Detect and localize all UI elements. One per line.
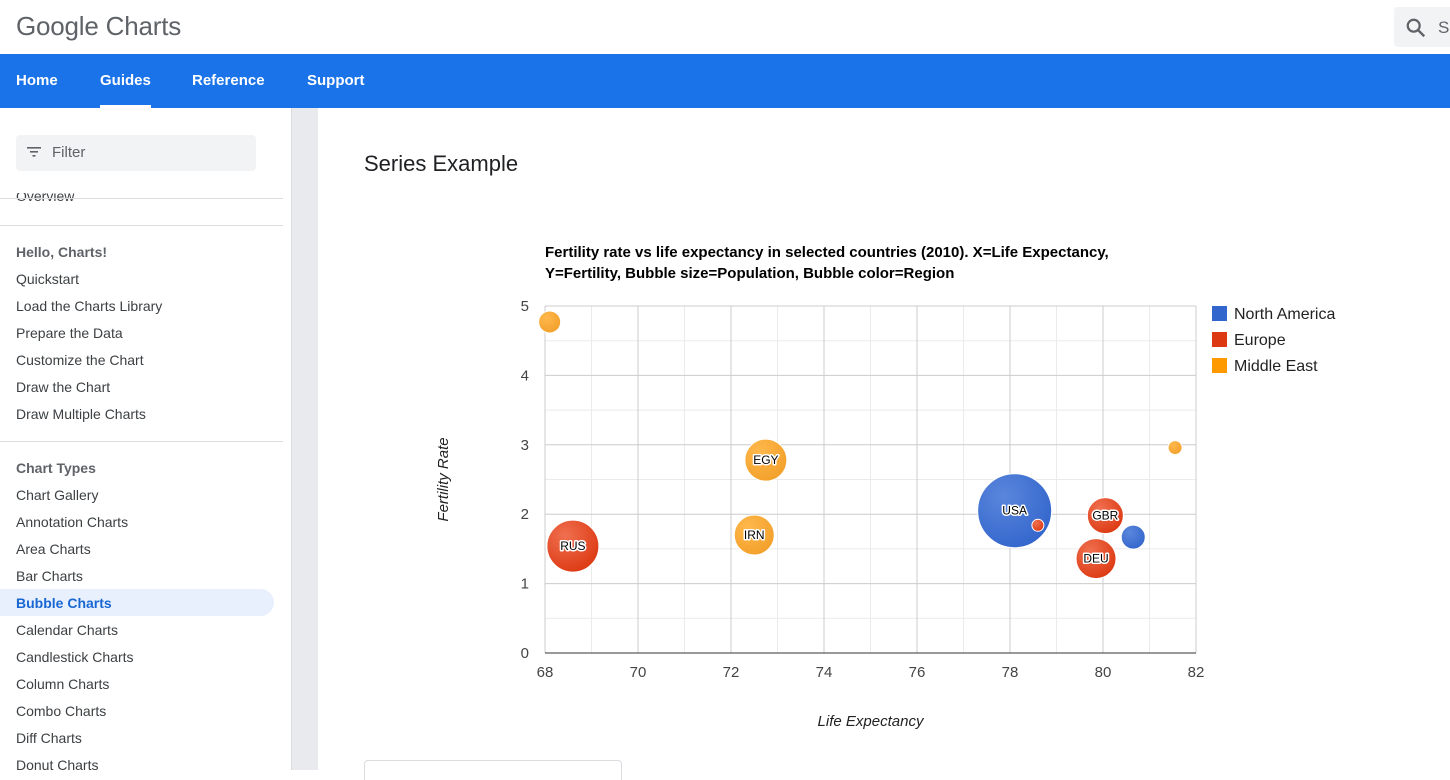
x-tick-label: 76 [909,664,926,681]
sidebar-item-draw-chart[interactable]: Draw the Chart [16,379,111,395]
nav-guides[interactable]: Guides [100,54,151,108]
main-nav: Home Guides Reference Support [0,54,1450,108]
bubble-label-halo: USA [1002,504,1027,518]
y-tick-label: 5 [521,298,529,315]
sidebar-divider [0,225,283,226]
sidebar-item-candlestick-charts[interactable]: Candlestick Charts [16,649,134,665]
sidebar-section-chart-types: Chart Types [16,460,96,476]
y-axis-title: Fertility Rate [435,437,452,521]
x-axis-title: Life Expectancy [818,713,925,730]
y-tick-label: 1 [521,576,529,593]
bubble-rus [546,519,600,573]
bubble-point [1167,440,1183,456]
sidebar-item-bubble-charts[interactable]: Bubble Charts [16,595,112,611]
bubble-irn [733,514,775,556]
sidebar-active-highlight [0,589,274,616]
bubble-point [1120,524,1146,550]
bubble-label-halo: RUS [560,539,585,553]
sidebar-divider [0,198,283,199]
search-icon [1406,18,1426,38]
nav-home[interactable]: Home [16,72,58,89]
search-placeholder: S [1438,18,1450,37]
sidebar-gutter [292,108,318,770]
x-tick-label: 74 [816,664,833,681]
sidebar-divider [0,441,283,442]
sidebar-item-chart-gallery[interactable]: Chart Gallery [16,487,99,503]
x-tick-label: 70 [630,664,647,681]
sidebar: Filter Overview Hello, Charts! Quickstar… [0,108,292,770]
search-input[interactable]: S [1394,7,1450,47]
sidebar-item-combo-charts[interactable]: Combo Charts [16,703,107,719]
filter-icon [27,147,41,157]
sidebar-item-draw-multiple-charts[interactable]: Draw Multiple Charts [16,406,146,422]
x-tick-label: 72 [723,664,740,681]
sidebar-item-column-charts[interactable]: Column Charts [16,676,110,692]
sidebar-section-hello-charts: Hello, Charts! [16,244,108,260]
y-tick-label: 0 [521,645,529,662]
bubble-label: EGY [753,453,778,467]
x-tick-label: 82 [1188,664,1205,681]
bubble-label: RUS [560,539,585,553]
bubble-label-halo: GBR [1092,509,1118,523]
bubble-label: DEU [1083,552,1108,566]
y-tick-label: 2 [521,506,529,523]
page-title: Series Example [364,151,519,176]
sidebar-item-customize-chart[interactable]: Customize the Chart [16,352,144,368]
sidebar-item-area-charts[interactable]: Area Charts [16,541,91,557]
legend-swatch [1212,358,1227,373]
legend-label: Middle East [1234,358,1318,375]
filter-placeholder: Filter [52,144,86,161]
legend-label: North America [1234,306,1335,323]
sidebar-item-load-library[interactable]: Load the Charts Library [16,298,163,314]
legend-label: Europe [1234,332,1286,349]
filter-input[interactable]: Filter [16,135,256,171]
nav-reference[interactable]: Reference [192,72,265,89]
sidebar-item-annotation-charts[interactable]: Annotation Charts [16,514,129,530]
bubble-label: IRN [744,528,765,542]
chart-title-line: Y=Fertility, Bubble size=Population, Bub… [545,265,954,282]
legend-swatch [1212,306,1227,321]
bubble-label-halo: IRN [744,528,765,542]
sidebar-item-prepare-data[interactable]: Prepare the Data [16,325,123,341]
main-content: Series Example [318,108,1450,780]
top-bar: Google Charts S [0,0,1450,54]
google-charts-logo[interactable]: Google Charts [16,11,182,41]
legend-swatch [1212,332,1227,347]
bubble-label: GBR [1092,509,1118,523]
bubble-egy [744,438,788,482]
sidebar-item-donut-charts[interactable]: Donut Charts [16,757,99,770]
x-tick-label: 68 [537,664,554,681]
bubble-point [538,310,562,334]
x-tick-label: 78 [1002,664,1019,681]
sidebar-item-bar-charts[interactable]: Bar Charts [16,568,83,584]
x-tick-label: 80 [1095,664,1112,681]
sidebar-item-quickstart[interactable]: Quickstart [16,271,80,287]
bubble-label-halo: EGY [753,453,778,467]
bubble-label-halo: DEU [1083,552,1108,566]
nav-support[interactable]: Support [307,72,365,89]
sidebar-item-diff-charts[interactable]: Diff Charts [16,730,82,746]
chart-title-line: Fertility rate vs life expectancy in sel… [545,244,1109,261]
y-tick-label: 4 [521,367,529,384]
bubble-point [1031,518,1045,532]
bubble-deu [1075,538,1117,580]
bubble-gbr [1086,497,1124,535]
sidebar-item-calendar-charts[interactable]: Calendar Charts [16,622,118,638]
bubble-label: USA [1002,504,1027,518]
y-tick-label: 3 [521,437,529,454]
